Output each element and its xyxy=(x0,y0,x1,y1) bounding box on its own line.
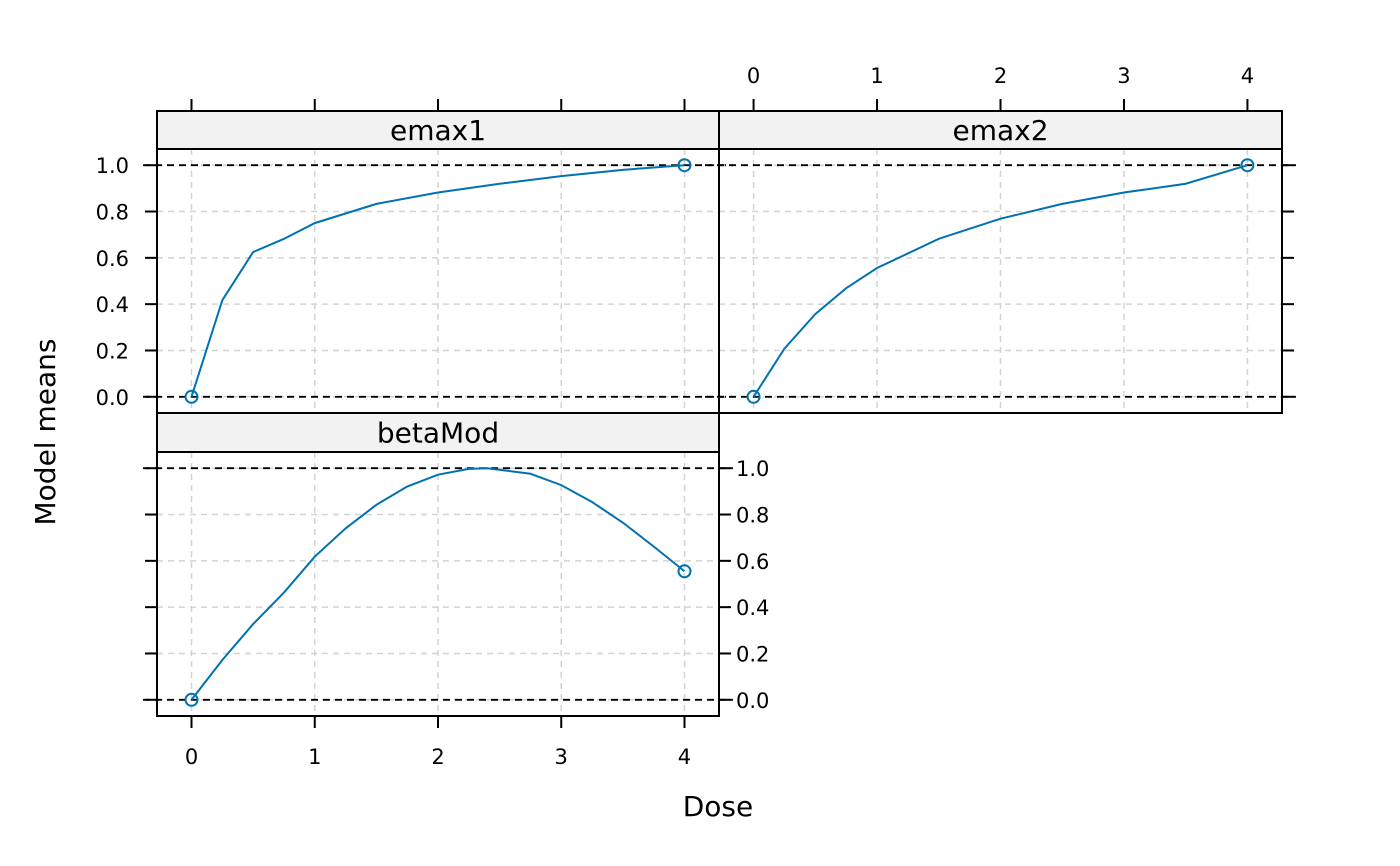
data-point xyxy=(1240,158,1255,173)
y-tick-label: 0.6 xyxy=(736,550,769,574)
y-tick-label: 0.8 xyxy=(736,504,769,528)
x-tick-label: 1 xyxy=(308,745,321,769)
x-tick-label: 2 xyxy=(994,64,1007,88)
data-point xyxy=(746,389,761,404)
data-point xyxy=(677,158,692,173)
strip-background xyxy=(156,412,720,453)
x-tick-label: 1 xyxy=(870,64,883,88)
y-tick-label: 0.6 xyxy=(96,247,129,271)
strip-title: emax1 xyxy=(390,114,486,147)
x-tick-label: 4 xyxy=(678,745,691,769)
series-line xyxy=(190,467,686,701)
strip-title: emax2 xyxy=(952,114,1048,147)
panel-emax1: emax1 0.0 0.2 0.4 0.6 0.8 1.0 xyxy=(96,99,733,414)
x-tick-label: 4 xyxy=(1241,64,1254,88)
x-tick-label: 3 xyxy=(1117,64,1130,88)
y-tick-label: 0.0 xyxy=(736,689,769,713)
x-axis-label: Dose xyxy=(683,790,754,823)
x-tick-label: 0 xyxy=(747,64,760,88)
y-tick-label: 0.2 xyxy=(96,339,129,363)
series-line xyxy=(190,164,685,398)
data-point xyxy=(677,564,692,579)
strip-title: betaMod xyxy=(377,417,499,450)
strip-background xyxy=(718,110,1283,150)
y-tick-label: 0.2 xyxy=(736,642,769,666)
panel-betaMod: betaMod 0 1 2 3 4 0.0 0.2 0.4 0.6 0.8 1.0 xyxy=(143,412,769,769)
y-tick-label: 1.0 xyxy=(736,457,769,481)
y-tick-label: 0.8 xyxy=(96,201,129,225)
y-tick-label: 0.0 xyxy=(96,386,129,410)
series-line xyxy=(752,164,1248,398)
x-tick-label: 3 xyxy=(555,745,568,769)
y-axis-label: Model means xyxy=(29,339,62,526)
y-tick-label: 1.0 xyxy=(96,154,129,178)
strip-background xyxy=(156,110,720,150)
panel-emax2: emax2 0 1 2 3 4 xyxy=(705,64,1296,414)
x-tick-label: 2 xyxy=(431,745,444,769)
data-point xyxy=(184,692,199,707)
y-tick-label: 0.4 xyxy=(736,596,769,620)
x-tick-label: 0 xyxy=(185,745,198,769)
y-tick-label: 0.4 xyxy=(96,293,129,317)
data-point xyxy=(184,389,199,404)
